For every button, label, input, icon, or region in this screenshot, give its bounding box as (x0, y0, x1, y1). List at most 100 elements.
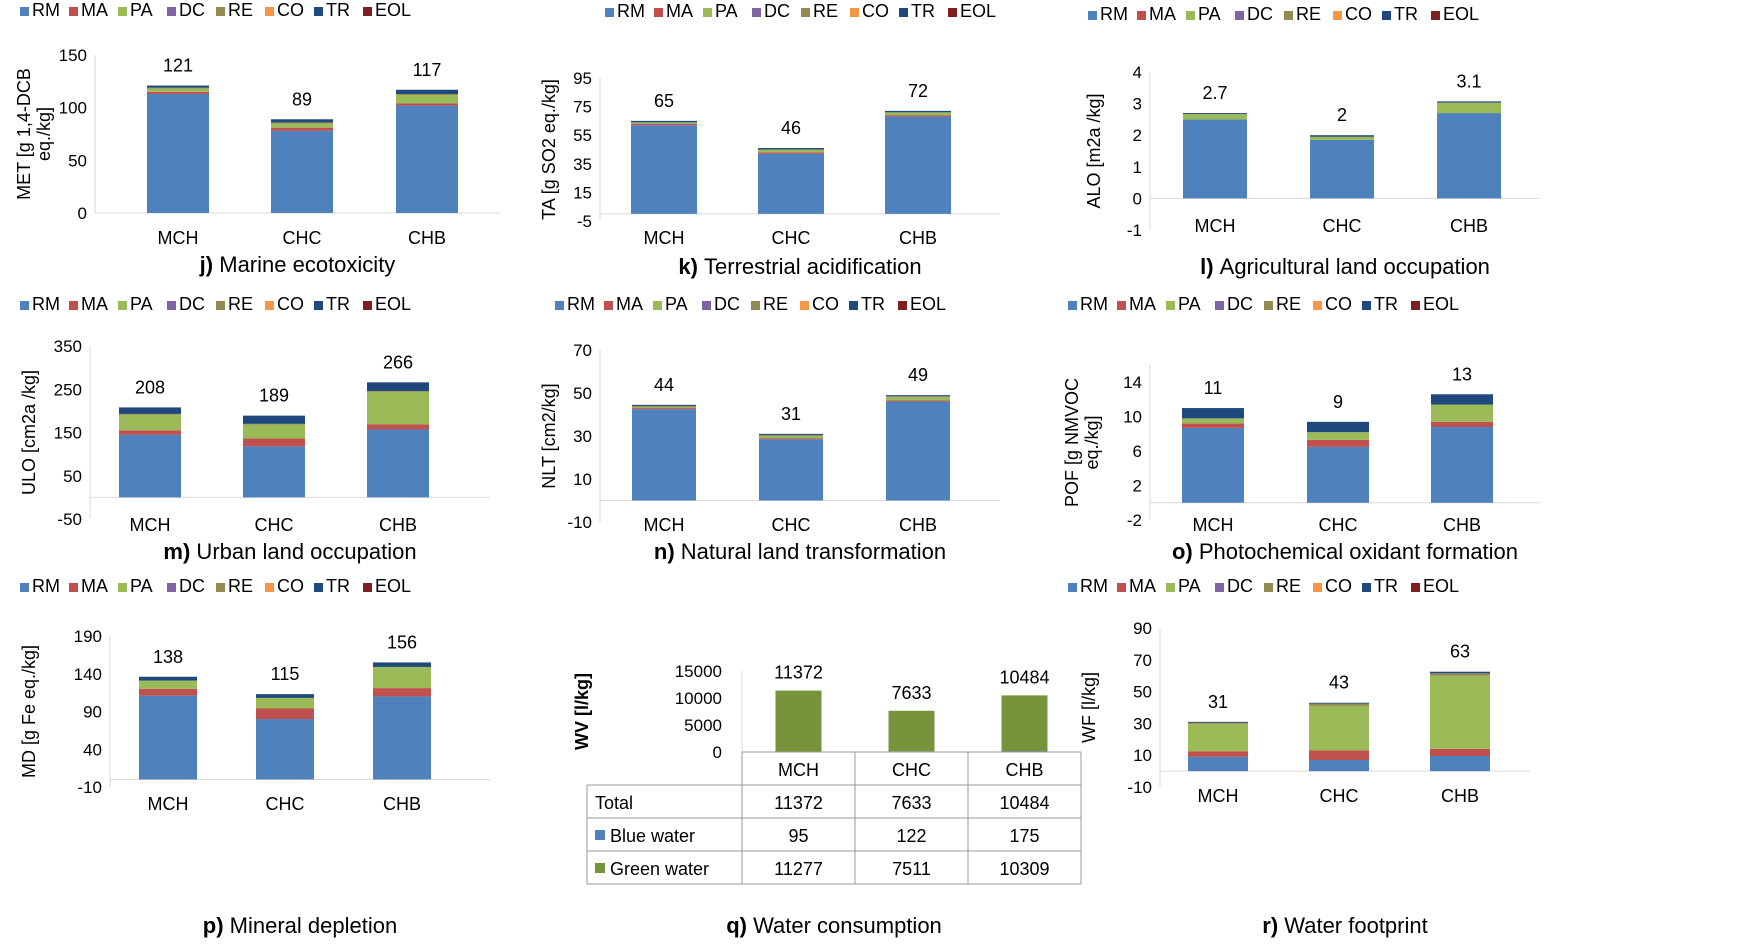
legend-o: RM MA PA DC RE CO TR EOL (1068, 294, 1459, 314)
legend-label-co: CO (1325, 294, 1352, 314)
legend-label-co: CO (277, 294, 304, 314)
bar-ma-chc (256, 708, 314, 720)
legend-label-dc: DC (764, 1, 790, 21)
chart-p: -10 40 90 140 190 MD [g Fe eq./kg] 138 MCH 115 CH… (19, 627, 490, 938)
y-tick-label: 5000 (684, 716, 722, 735)
bar-pa-chc (758, 149, 824, 153)
panel-title-text: Natural land transformation (675, 539, 946, 564)
legend-swatch-tr (314, 583, 323, 592)
legend-swatch-tr (314, 7, 323, 16)
x-tick-label: MCH (1198, 786, 1239, 806)
bar-ma-mch (139, 688, 197, 696)
table-legend-swatch (595, 830, 605, 840)
bar-rm-mch (1182, 427, 1244, 503)
legend-swatch-rm (605, 8, 614, 17)
legend-swatch-co (1333, 11, 1342, 20)
legend-swatch-rm (555, 301, 564, 310)
legend-label-pa: PA (1178, 576, 1201, 596)
data-label-total: 63 (1450, 642, 1470, 662)
legend-label-tr: TR (911, 1, 935, 21)
chart-k: -5 15 35 55 75 95 TA [g SO2 eq./kg] 65 MCH 46 CHC 7… (539, 69, 1000, 279)
y-tick-label: 15 (573, 183, 592, 202)
y-tick-label: 10 (1123, 408, 1142, 427)
table-cell: 11277 (774, 859, 823, 879)
panel-title-text: Urban land occupation (190, 539, 416, 564)
bar-tr-mch (119, 407, 181, 414)
legend-swatch-eol (898, 301, 907, 310)
table-cell: 7633 (891, 793, 931, 813)
y-tick-label: 50 (1133, 683, 1152, 702)
legend-swatch-rm (1088, 11, 1097, 20)
y-tick-label: 10 (1133, 746, 1152, 765)
y-tick-label: 10000 (675, 689, 722, 708)
bar-pa-mch (1183, 114, 1247, 120)
legend-swatch-co (1313, 301, 1322, 310)
panel-title-text: Marine ecotoxicity (213, 252, 395, 277)
legend-swatch-co (800, 301, 809, 310)
bar-ma-chb (1430, 748, 1490, 756)
legend-label-pa: PA (1198, 4, 1221, 24)
legend-label-ma: MA (1129, 294, 1156, 314)
legend-label-eol: EOL (375, 576, 411, 596)
legend-label-ma: MA (1129, 576, 1156, 596)
bar-green-water-chb (1001, 695, 1048, 752)
legend-label-eol: EOL (375, 294, 411, 314)
y-tick-label: 90 (1133, 619, 1152, 638)
panel-letter: j) (199, 252, 213, 277)
legend-swatch-ma (1117, 583, 1126, 592)
panel-letter: q) (726, 913, 747, 938)
panel-title: q) Water consumption (726, 913, 942, 938)
data-label-total: 72 (908, 81, 928, 101)
y-tick-label: 70 (1133, 651, 1152, 670)
bar-tr-chc (1309, 702, 1369, 704)
legend-label-ma: MA (81, 294, 108, 314)
legend-label-co: CO (277, 0, 304, 20)
legend-label-re: RE (813, 1, 838, 21)
panel-title-text: Water footprint (1278, 913, 1428, 938)
table-cell: 10484 (999, 793, 1049, 813)
legend-label-pa: PA (130, 576, 153, 596)
y-tick-label: 15000 (675, 662, 722, 681)
legend-label-tr: TR (1374, 294, 1398, 314)
table-cell: 95 (788, 826, 808, 846)
bar-pa-chc (1310, 136, 1374, 140)
bar-re-mch (147, 87, 209, 89)
bar-pa-chb (1430, 675, 1490, 749)
legend-swatch-pa (118, 583, 127, 592)
bar-rm-chc (243, 446, 305, 498)
legend-label-rm: RM (32, 576, 60, 596)
data-label-total: 10484 (999, 667, 1049, 687)
bar-pa-chb (373, 666, 431, 689)
table-cell: 11372 (774, 793, 823, 813)
bar-ma-mch (631, 123, 697, 126)
legend-label-re: RE (1276, 294, 1301, 314)
legend-label-eol: EOL (1443, 4, 1479, 24)
bar-pa-chc (1307, 432, 1369, 440)
data-label-total: 208 (135, 377, 165, 397)
x-tick-label: CHB (1450, 216, 1488, 236)
bar-tr-chc (243, 415, 305, 424)
legend-swatch-rm (20, 301, 29, 310)
bar-tr-chb (367, 382, 429, 391)
x-tick-label: MCH (644, 228, 685, 248)
data-label-total: 11372 (774, 663, 823, 683)
bar-re-chc (243, 423, 305, 425)
data-label-total: 266 (383, 352, 413, 372)
bar-tr-chb (1431, 394, 1493, 405)
legend-swatch-pa (703, 8, 712, 17)
data-label-total: 89 (292, 89, 312, 109)
legend-swatch-eol (363, 583, 372, 592)
legend-label-dc: DC (179, 294, 205, 314)
bar-rm-chb (1431, 427, 1493, 503)
legend-l: RM MA PA DC RE CO TR EOL (1088, 4, 1479, 24)
x-tick-label: CHB (379, 515, 417, 535)
legend-swatch-dc (752, 8, 761, 17)
legend-swatch-dc (702, 301, 711, 310)
x-tick-label: CHC (266, 794, 305, 814)
chart-n: -10 10 30 50 70 NLT [cm2/kg] 44 MCH 31 CHC 49 CHB n)… (539, 341, 1000, 564)
legend-label-pa: PA (130, 0, 153, 20)
legend-swatch-pa (1166, 301, 1175, 310)
bar-rm-chb (1430, 755, 1490, 772)
y-tick-label: -10 (77, 778, 102, 797)
y-axis-label: MD [g Fe eq./kg] (19, 645, 39, 778)
